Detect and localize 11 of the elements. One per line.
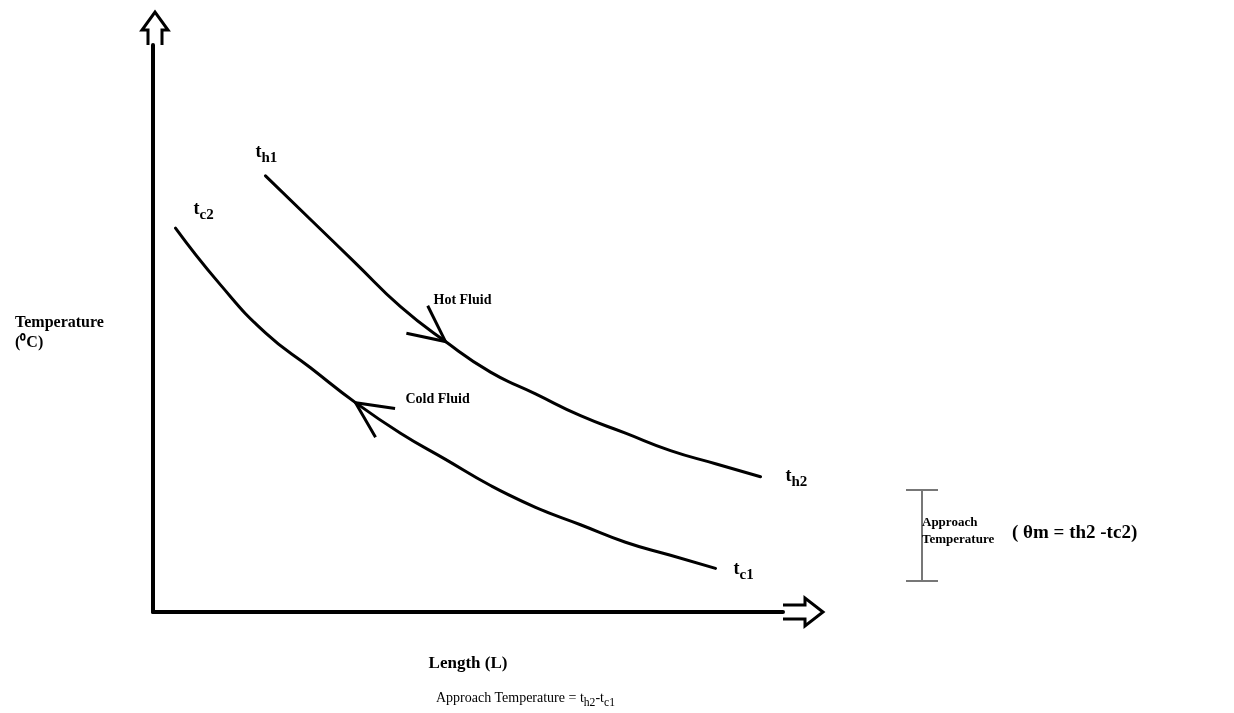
text: Approach Temperature [922,513,996,547]
text: t$_{h1}$ [255,140,278,166]
series-label: Cold Fluid [405,390,470,407]
text: Approach Temperature = t$_{h2}$-t$_{c1}$ [436,690,615,709]
y-axis-title: Temperature (⁰C) [15,312,105,352]
x-axis-title: Length (L) [428,653,508,672]
text: ( θm = th2 -tc2) [1012,521,1138,543]
text: t$_{h2}$ [785,464,808,490]
annotation: t$_{c1}$ [733,558,754,583]
series-label: Hot Fluid [433,291,492,308]
annotation: t$_{c2}$ [193,198,214,223]
